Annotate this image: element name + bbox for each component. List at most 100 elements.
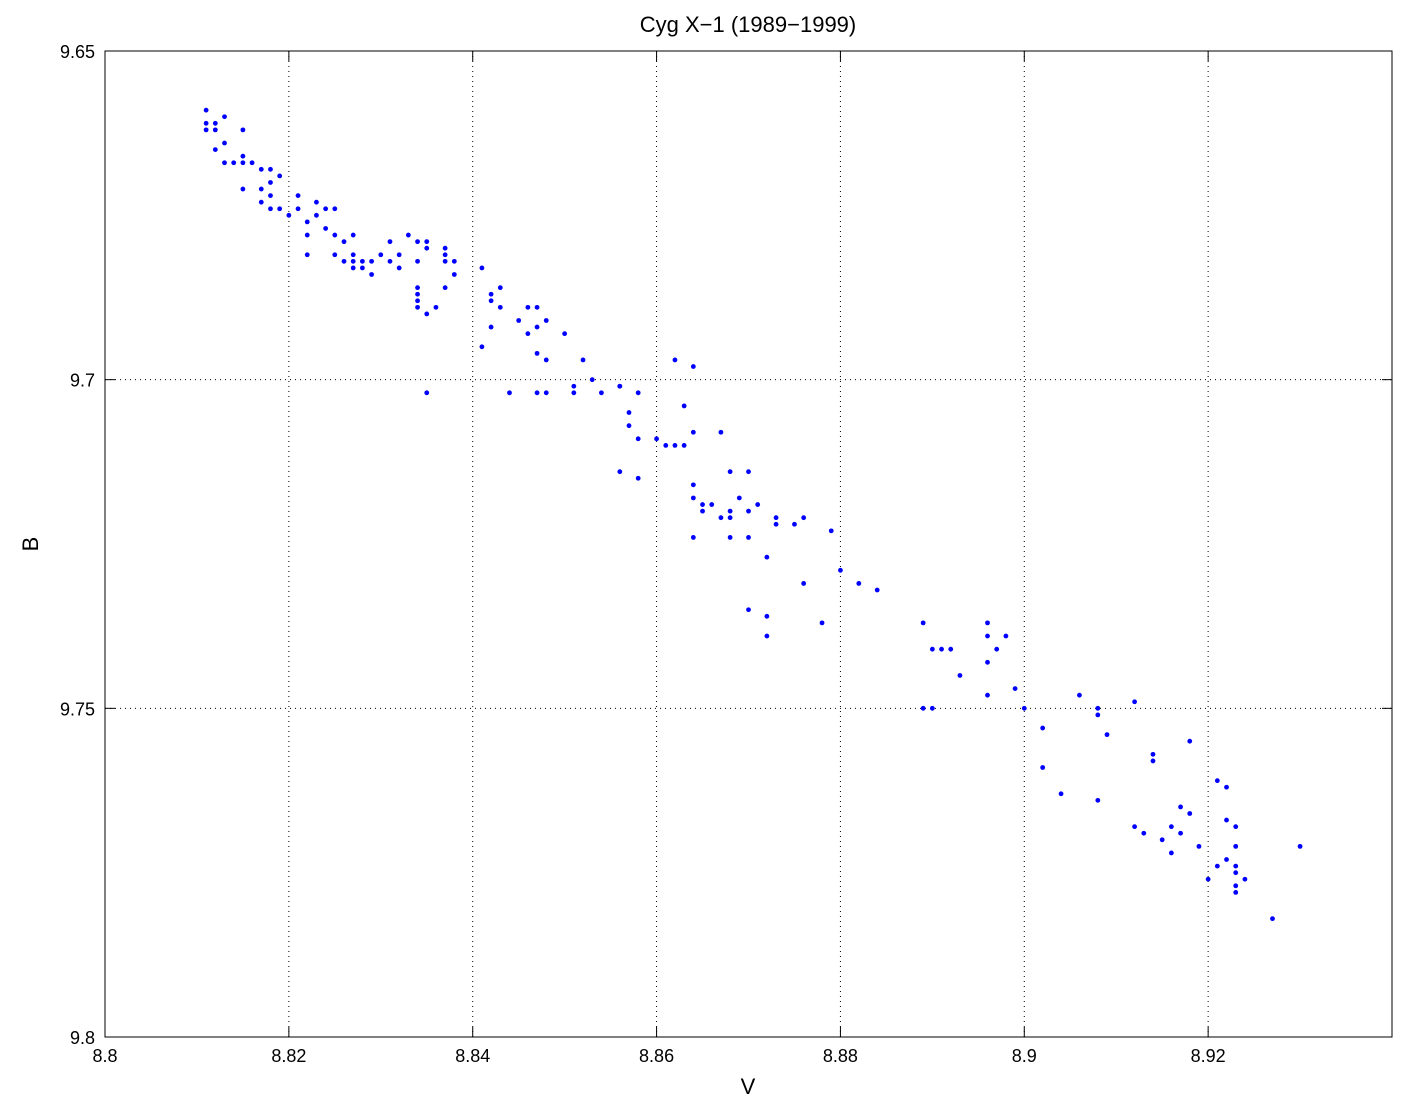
data-point bbox=[1058, 791, 1064, 797]
data-point bbox=[507, 390, 512, 396]
data-point bbox=[690, 429, 696, 435]
x-axis-label: V bbox=[741, 1074, 756, 1099]
x-axis-ticks: 8.8 8.82 8.84 8.86 8.88 8.9 8.92 bbox=[92, 51, 1226, 1066]
data-point bbox=[488, 324, 494, 330]
data-point bbox=[525, 304, 531, 310]
data-point bbox=[1196, 843, 1202, 849]
data-point bbox=[451, 272, 457, 277]
y-tick-label: 9.65 bbox=[60, 42, 95, 62]
x-tick-label: 8.82 bbox=[271, 1046, 306, 1066]
data-point bbox=[415, 298, 420, 304]
data-point bbox=[240, 153, 246, 159]
data-point bbox=[479, 265, 485, 271]
data-point bbox=[1168, 824, 1174, 830]
data-point bbox=[690, 364, 696, 369]
data-point bbox=[1012, 686, 1018, 692]
data-point bbox=[387, 258, 393, 264]
data-point bbox=[415, 258, 420, 264]
y-tick-label: 9.75 bbox=[60, 699, 95, 719]
x-tick-label: 8.8 bbox=[92, 1046, 117, 1066]
data-point bbox=[801, 581, 807, 586]
data-point bbox=[323, 226, 329, 231]
data-point bbox=[746, 508, 751, 514]
data-point bbox=[828, 528, 834, 534]
data-point bbox=[672, 357, 678, 363]
data-point bbox=[690, 482, 696, 488]
data-point bbox=[746, 535, 751, 540]
data-point bbox=[819, 620, 825, 626]
data-point bbox=[304, 232, 310, 238]
data-point bbox=[1233, 889, 1239, 895]
data-point bbox=[920, 705, 926, 711]
data-point bbox=[332, 206, 338, 212]
data-point bbox=[203, 107, 209, 113]
data-point bbox=[1104, 732, 1110, 738]
data-point bbox=[332, 252, 338, 258]
data-point bbox=[203, 120, 209, 126]
data-point bbox=[773, 515, 779, 521]
data-point bbox=[268, 193, 273, 199]
data-point bbox=[957, 673, 963, 678]
data-point bbox=[360, 258, 365, 264]
data-point bbox=[681, 403, 687, 409]
y-axis-label: B bbox=[18, 537, 43, 552]
data-point bbox=[323, 206, 329, 212]
data-point bbox=[488, 298, 494, 304]
x-tick-label: 8.86 bbox=[639, 1046, 674, 1066]
data-point bbox=[773, 521, 779, 527]
data-point bbox=[1187, 738, 1193, 744]
data-point bbox=[350, 265, 356, 271]
data-point bbox=[203, 127, 209, 133]
data-point bbox=[268, 206, 273, 212]
data-point bbox=[718, 429, 724, 435]
data-point bbox=[985, 692, 990, 698]
data-point bbox=[1077, 692, 1082, 698]
data-point bbox=[534, 324, 540, 330]
y-tick-label: 9.7 bbox=[70, 371, 95, 391]
data-point bbox=[1095, 705, 1101, 711]
data-point bbox=[718, 515, 724, 521]
data-point bbox=[451, 258, 457, 264]
data-point bbox=[948, 646, 954, 652]
data-point bbox=[672, 443, 678, 448]
data-point bbox=[1233, 870, 1239, 876]
data-point bbox=[1233, 883, 1239, 889]
data-point bbox=[939, 646, 944, 652]
data-point bbox=[736, 495, 742, 501]
data-point bbox=[764, 633, 770, 639]
data-point bbox=[1040, 725, 1046, 731]
x-tick-label: 8.88 bbox=[823, 1046, 858, 1066]
data-point bbox=[212, 120, 218, 126]
data-point bbox=[304, 252, 310, 258]
data-point bbox=[709, 502, 715, 507]
data-point bbox=[1233, 863, 1239, 869]
data-point bbox=[332, 232, 338, 238]
data-point bbox=[212, 147, 218, 153]
data-point bbox=[442, 285, 448, 291]
data-point bbox=[1168, 850, 1174, 856]
plot-area-frame bbox=[104, 50, 1393, 1038]
data-point bbox=[516, 318, 522, 323]
data-point bbox=[240, 160, 246, 166]
data-point bbox=[543, 390, 549, 396]
data-point bbox=[424, 311, 430, 317]
data-point bbox=[350, 232, 356, 238]
data-point bbox=[562, 331, 568, 337]
data-point bbox=[635, 436, 641, 442]
data-point bbox=[663, 443, 669, 448]
data-point bbox=[856, 581, 862, 586]
data-point bbox=[222, 160, 227, 166]
data-point bbox=[746, 607, 751, 613]
data-point bbox=[727, 535, 733, 540]
data-point bbox=[985, 620, 990, 626]
data-point bbox=[1132, 699, 1137, 705]
data-point bbox=[1214, 778, 1220, 784]
data-point bbox=[1297, 843, 1303, 849]
data-point bbox=[240, 127, 246, 133]
data-point bbox=[920, 620, 926, 626]
x-tick-label: 8.9 bbox=[1012, 1046, 1037, 1066]
data-point bbox=[1095, 712, 1101, 718]
data-point bbox=[525, 331, 531, 337]
data-point bbox=[801, 515, 807, 521]
data-point bbox=[1224, 784, 1229, 790]
